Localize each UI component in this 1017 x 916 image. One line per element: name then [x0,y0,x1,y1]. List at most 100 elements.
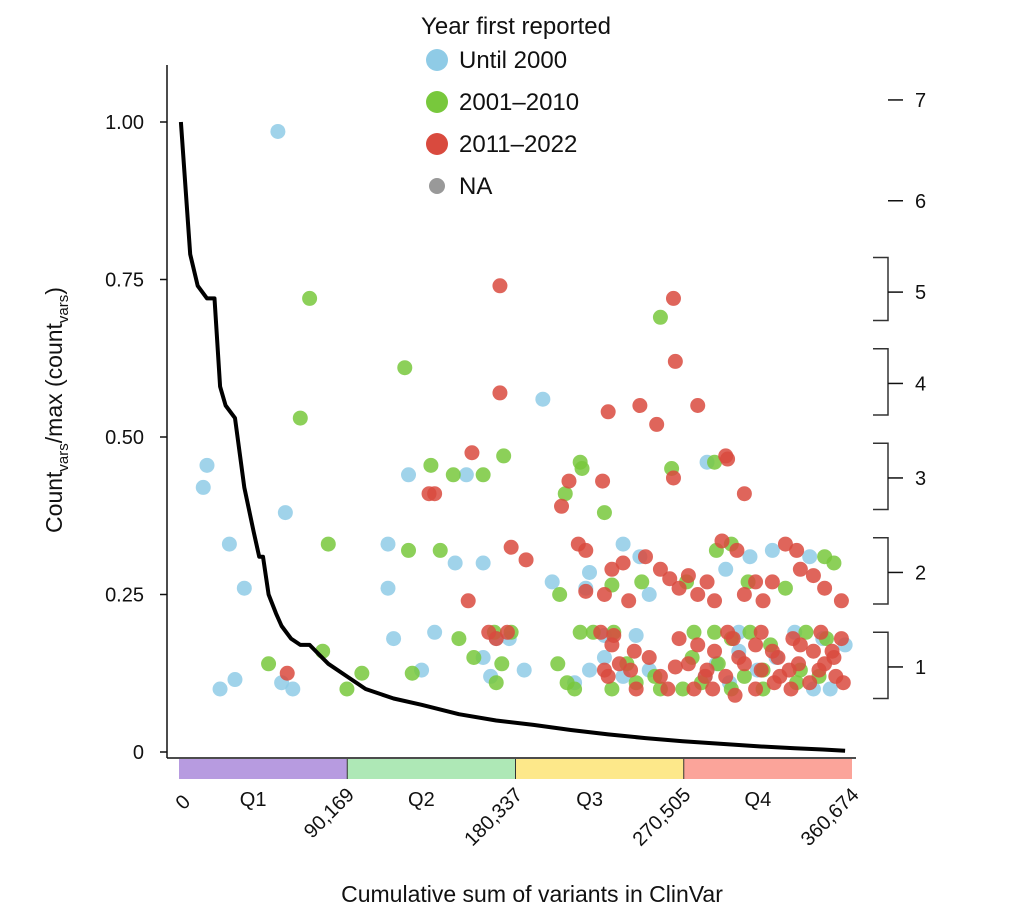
point-2011-2022 [671,580,687,596]
point-2001-2010 [401,542,417,558]
point-2011-2022 [561,473,577,489]
point-2001-2010 [652,309,668,325]
y-axis-title-part-a: Count [41,471,67,533]
point-2011-2022 [714,533,730,549]
point-2001-2010 [686,624,702,640]
point-2011-2022 [615,555,631,571]
legend-swatch-until-2000 [426,49,448,71]
point-2001-2010 [354,665,370,681]
point-until-2000 [628,627,644,643]
point-2011-2022 [707,643,723,659]
point-2001-2010 [736,668,752,684]
point-until-2000 [199,457,215,473]
point-2011-2022 [488,631,504,647]
point-2001-2010 [567,681,583,697]
y-axis-title-part-b: /max (count [41,322,67,443]
axes [166,65,856,759]
point-until-2000 [447,555,463,571]
point-until-2000 [386,631,402,647]
point-until-2000 [458,467,474,483]
point-2011-2022 [686,681,702,697]
point-2011-2022 [578,542,594,558]
right-tick-label: 5 [915,282,926,304]
quartile-band-q3 [515,759,684,779]
point-2001-2010 [432,542,448,558]
point-2001-2010 [604,681,620,697]
point-2011-2022 [667,353,683,369]
point-2011-2022 [729,542,745,558]
point-2011-2022 [652,668,668,684]
legend-swatch-2011-2022 [426,133,448,155]
point-2011-2022 [665,470,681,486]
point-2001-2010 [742,624,758,640]
point-until-2000 [742,549,758,565]
point-2011-2022 [817,580,833,596]
point-until-2000 [270,123,286,139]
right-bracket-2 [873,537,889,605]
legend: Year first reported Until 2000 2001–2010 2… [421,13,611,200]
point-2001-2010 [552,587,568,602]
point-2011-2022 [660,681,676,697]
point-2011-2022 [748,637,764,653]
point-until-2000 [380,580,396,596]
point-2011-2022 [652,561,668,577]
point-2011-2022 [833,593,849,609]
point-2011-2022 [649,416,665,432]
right-bracket-1 [873,631,889,700]
point-2011-2022 [503,539,519,555]
point-2001-2010 [423,457,439,473]
right-tick-label: 6 [915,191,926,213]
point-2011-2022 [690,587,706,602]
point-2011-2022 [593,624,609,640]
point-2001-2010 [320,536,336,552]
point-until-2000 [615,536,631,552]
quartile-band-q4 [683,759,852,779]
point-2011-2022 [792,561,808,577]
point-2011-2022 [697,668,713,684]
point-2001-2010 [292,410,308,426]
point-2011-2022 [595,473,611,489]
point-2001-2010 [572,624,588,640]
point-until-2000 [535,391,551,407]
x-tick-label: 360,674 [797,784,864,851]
y-tick-label: 0.25 [105,585,144,607]
point-until-2000 [582,564,598,580]
point-2011-2022 [554,498,570,514]
point-until-2000 [195,479,211,495]
point-2011-2022 [667,659,683,675]
point-until-2000 [544,574,560,590]
point-2011-2022 [499,624,515,640]
point-2011-2022 [748,574,764,590]
point-until-2000 [227,672,243,688]
legend-title: Year first reported [421,13,611,40]
point-until-2000 [401,467,417,483]
point-2011-2022 [699,574,715,590]
point-until-2000 [285,681,301,697]
point-2011-2022 [817,656,833,672]
point-2011-2022 [802,675,818,691]
point-2011-2022 [835,675,851,691]
point-2001-2010 [445,467,461,483]
quartile-label-q3: Q3 [576,789,603,811]
point-2001-2010 [494,656,510,672]
point-2011-2022 [753,624,769,640]
point-2001-2010 [557,486,573,502]
point-2011-2022 [736,486,752,502]
point-2011-2022 [718,668,734,684]
point-2011-2022 [611,656,627,672]
point-until-2000 [718,561,734,577]
point-2011-2022 [492,385,508,401]
point-2011-2022 [492,278,508,294]
point-until-2000 [427,624,443,640]
quartile-band-q2 [347,759,516,779]
point-2011-2022 [748,681,764,697]
y-axis-title-sub-a: vars [55,443,72,471]
point-2001-2010 [596,505,612,521]
point-until-2000 [802,549,818,565]
point-2001-2010 [302,290,318,306]
y-tick-label: 0.50 [105,427,144,449]
point-until-2000 [641,587,657,602]
right-tick-label: 3 [915,468,926,490]
point-2011-2022 [578,583,594,599]
right-tick-label: 1 [915,657,926,679]
